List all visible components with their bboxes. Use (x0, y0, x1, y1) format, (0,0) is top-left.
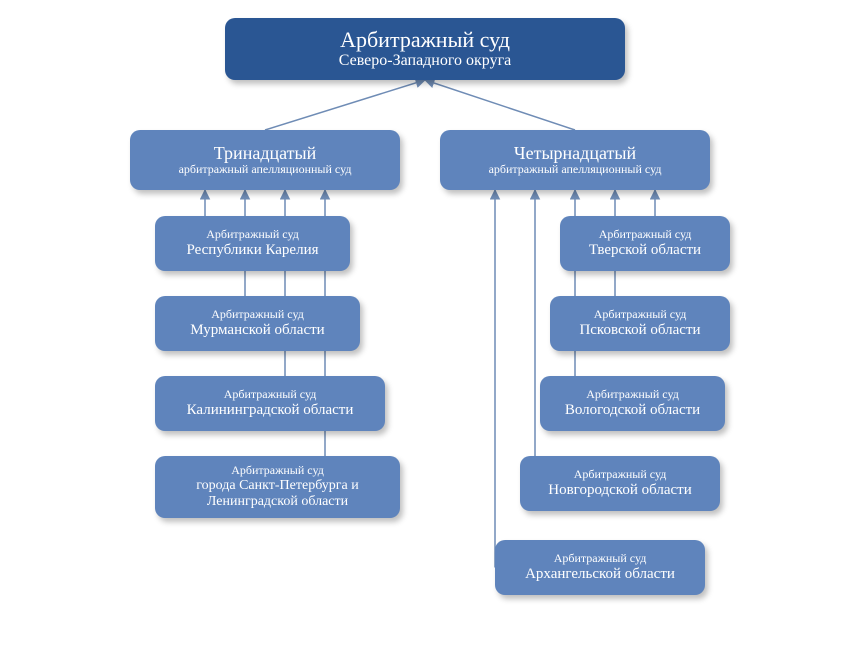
edge-mid13-root (265, 80, 425, 130)
node-title: Арбитражный суд (599, 228, 692, 242)
node-title: Арбитражный суд (211, 308, 304, 322)
node-subtitle: Калининградской области (187, 402, 354, 419)
node-l13c: Арбитражный судКалининградской области (155, 376, 385, 431)
node-subtitle: Тверской области (589, 242, 701, 259)
node-l14d: Арбитражный судНовгородской области (520, 456, 720, 511)
node-title: Арбитражный суд (206, 228, 299, 242)
node-title: Тринадцатый (214, 143, 316, 164)
node-l14a: Арбитражный судТверской области (560, 216, 730, 271)
node-title: Арбитражный суд (594, 308, 687, 322)
node-title: Арбитражный суд (586, 388, 679, 402)
node-title: Арбитражный суд (340, 27, 510, 52)
node-title: Четырнадцатый (514, 143, 636, 164)
node-subtitle: Мурманской области (190, 322, 324, 339)
node-l13d: Арбитражный судгорода Санкт-Петербурга и… (155, 456, 400, 518)
node-mid13: Тринадцатыйарбитражный апелляционный суд (130, 130, 400, 190)
node-l14e: Арбитражный судАрхангельской области (495, 540, 705, 595)
org-chart: Арбитражный судСеверо-Западного округаТр… (0, 0, 850, 650)
node-l13b: Арбитражный судМурманской области (155, 296, 360, 351)
node-l14b: Арбитражный судПсковской области (550, 296, 730, 351)
edge-mid14-root (425, 80, 575, 130)
node-mid14: Четырнадцатыйарбитражный апелляционный с… (440, 130, 710, 190)
edge-l14d-mid14 (520, 190, 535, 484)
node-subtitle: города Санкт-Петербурга и Ленинградской … (165, 478, 390, 510)
node-subtitle: Архангельской области (525, 566, 675, 583)
node-subtitle: Вологодской области (565, 402, 700, 419)
node-title: Арбитражный суд (224, 388, 317, 402)
node-title: Арбитражный суд (554, 552, 647, 566)
node-subtitle: арбитражный апелляционный суд (489, 163, 662, 177)
node-subtitle: арбитражный апелляционный суд (179, 163, 352, 177)
node-title: Арбитражный суд (231, 464, 324, 478)
node-subtitle: Новгородской области (548, 482, 692, 499)
node-title: Арбитражный суд (574, 468, 667, 482)
node-subtitle: Республики Карелия (186, 242, 318, 259)
node-subtitle: Псковской области (579, 322, 700, 339)
node-l13a: Арбитражный судРеспублики Карелия (155, 216, 350, 271)
node-l14c: Арбитражный судВологодской области (540, 376, 725, 431)
node-subtitle: Северо-Западного округа (339, 52, 512, 70)
node-root: Арбитражный судСеверо-Западного округа (225, 18, 625, 80)
